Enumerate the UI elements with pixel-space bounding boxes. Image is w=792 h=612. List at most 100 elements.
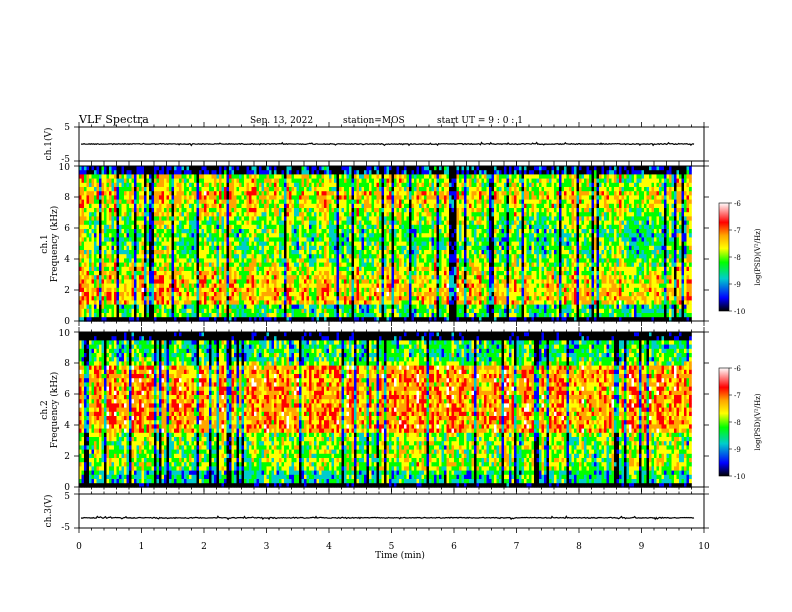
- spectrogram-cell: [309, 292, 312, 297]
- spectrogram-cell: [261, 212, 265, 217]
- spectrogram-cell: [289, 229, 292, 234]
- spectrogram-cell: [201, 199, 205, 205]
- spectrogram-cell: [289, 216, 292, 221]
- spectrogram-cell: [146, 296, 150, 301]
- spectrogram-cell: [341, 258, 345, 263]
- spectrogram-cell: [116, 187, 120, 192]
- spectrogram-cell: [389, 271, 392, 276]
- spectrogram-cell: [371, 245, 375, 251]
- spectrogram-cell: [376, 262, 380, 268]
- spectrogram-cell: [86, 166, 90, 171]
- spectrogram-cell: [284, 283, 287, 289]
- spectrogram-cell: [176, 229, 180, 234]
- spectrogram-cell: [241, 191, 245, 196]
- spectrogram-cell: [271, 287, 275, 293]
- spectrogram-cell: [91, 308, 95, 314]
- spectrogram-cell: [181, 237, 185, 242]
- spectrogram-cell: [339, 182, 342, 188]
- spectrogram-cell: [344, 187, 347, 192]
- spectrogram-cell: [111, 182, 115, 188]
- spectrogram-cell: [244, 195, 247, 200]
- spectrogram-cell: [396, 170, 400, 175]
- spectrogram-cell: [356, 229, 360, 234]
- spectrogram-cell: [346, 300, 350, 305]
- spectrogram-cell: [359, 308, 362, 314]
- spectrogram-cell: [121, 191, 125, 196]
- spectrogram-cell: [236, 229, 240, 234]
- date-label: Sep. 13, 2022: [250, 116, 313, 126]
- spectrogram-cell: [204, 292, 207, 297]
- spectrogram-cell: [276, 224, 280, 230]
- spectrogram-cell: [391, 212, 395, 217]
- spectrogram-cell: [94, 304, 97, 310]
- spectrogram-cell: [261, 220, 265, 226]
- spectrogram-cell: [214, 300, 217, 305]
- spectrogram-cell: [231, 203, 235, 209]
- spectrogram-cell: [376, 292, 380, 297]
- spectrogram-cell: [174, 313, 177, 318]
- spectrogram-cell: [221, 208, 225, 213]
- spectrogram-cell: [91, 203, 95, 209]
- spectrogram-cell: [116, 178, 120, 184]
- spectrogram-cell: [129, 199, 132, 205]
- spectrogram-cell: [91, 191, 95, 196]
- spectrogram-cell: [374, 283, 377, 289]
- spectrogram-cell: [256, 199, 260, 205]
- spectrogram-cell: [209, 182, 212, 188]
- spectrogram-cell: [306, 275, 310, 280]
- spectrogram-cell: [111, 296, 115, 301]
- spectrogram-cell: [369, 216, 372, 221]
- spectrogram-cell: [159, 195, 162, 200]
- spectrogram-cell: [391, 308, 395, 314]
- spectrogram-cell: [299, 241, 302, 247]
- spectrogram-cell: [206, 224, 210, 230]
- spectrogram-cell: [166, 313, 170, 318]
- spectrogram-cell: [401, 266, 405, 272]
- spectrogram-cell: [364, 195, 367, 200]
- spectrogram-cell: [319, 216, 322, 221]
- spectrogram-cell: [286, 233, 290, 238]
- spectrogram-cell: [306, 224, 310, 230]
- spectrogram-cell: [266, 266, 270, 272]
- spectrogram-cell: [221, 233, 225, 238]
- spectrogram-cell: [256, 170, 260, 175]
- spectrogram-cell: [201, 208, 205, 213]
- spectrogram-cell: [286, 216, 290, 221]
- spectrogram-cell: [341, 262, 345, 268]
- spectrogram-cell: [174, 203, 177, 209]
- spectrogram-cell: [201, 174, 205, 179]
- spectrogram-cell: [89, 271, 92, 276]
- spectrogram-cell: [234, 271, 237, 276]
- spectrogram-cell: [189, 304, 192, 310]
- spectrogram-cell: [104, 174, 107, 179]
- spectrogram-cell: [361, 166, 365, 171]
- spectrogram-cell: [259, 262, 262, 268]
- spectrogram-cell: [286, 208, 290, 213]
- spectrogram-cell: [124, 287, 127, 293]
- spectrogram-cell: [191, 203, 195, 209]
- spectrogram-cell: [399, 313, 402, 318]
- spectrogram-cell: [389, 262, 392, 268]
- spectrogram-cell: [174, 279, 177, 284]
- spectrogram-cell: [324, 250, 327, 255]
- spectrogram-cell: [126, 212, 130, 217]
- spectrogram-cell: [389, 317, 392, 322]
- spectrogram-cell: [194, 250, 197, 255]
- spectrogram-cell: [369, 170, 372, 175]
- spectrogram-cell: [296, 262, 300, 268]
- spectrogram-cell: [141, 170, 145, 175]
- spectrogram-cell: [381, 166, 385, 171]
- spectrogram-cell: [341, 237, 345, 242]
- spectrogram-cell: [119, 187, 122, 192]
- spectrogram-cell: [236, 224, 240, 230]
- spectrogram-cell: [269, 187, 272, 192]
- spectrogram-cell: [216, 245, 220, 251]
- spectrogram-cell: [106, 308, 110, 314]
- spectrogram-cell: [226, 279, 230, 284]
- spectrogram-cell: [309, 187, 312, 192]
- spectrogram-cell: [129, 187, 132, 192]
- spectrogram-cell: [114, 237, 117, 242]
- spectrogram-cell: [141, 258, 145, 263]
- spectrogram-cell: [161, 195, 165, 200]
- spectrogram-cell: [339, 317, 342, 322]
